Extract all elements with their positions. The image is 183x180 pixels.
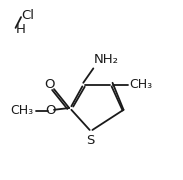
Text: CH₃: CH₃: [129, 78, 152, 91]
Text: H: H: [16, 23, 25, 36]
Text: CH₃: CH₃: [11, 104, 34, 117]
Text: Cl: Cl: [21, 9, 34, 22]
Text: NH₂: NH₂: [94, 53, 119, 66]
Text: S: S: [86, 134, 95, 147]
Text: O: O: [44, 78, 55, 91]
Text: O: O: [45, 104, 56, 117]
